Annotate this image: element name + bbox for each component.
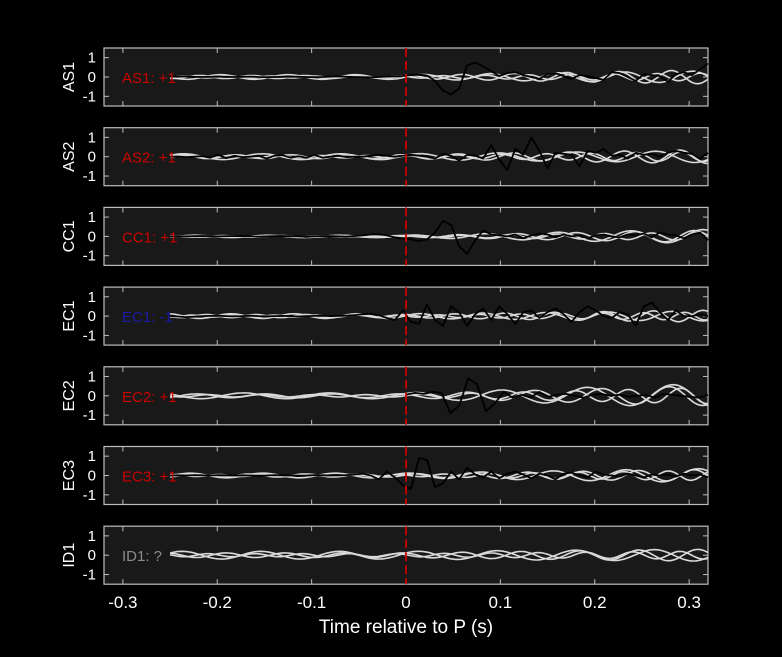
y-tick-label-id1: 1	[88, 528, 96, 545]
y-tick-label-cc1: 0	[88, 228, 96, 245]
y-tick-label-ec2: 1	[88, 368, 96, 385]
station-label-ec1: EC1	[61, 300, 78, 331]
observed-trace-ec3	[170, 457, 709, 490]
x-axis: -0.3 -0.2 -0.1 0 0.1 0.2 0.3	[108, 593, 701, 612]
y-tick-label-ec2: -1	[83, 407, 96, 424]
panels-group: AS1 1 0 -1 AS1: +1 AS2 1 0 -1 AS2: +1 CC1 1 0 -1 CC1: …	[61, 47, 709, 585]
panel-as1: AS1 1 0 -1 AS1: +1	[61, 47, 709, 107]
observed-trace-as2	[170, 136, 709, 172]
y-tick-label-ec1: 1	[88, 289, 96, 306]
polarity-label-ec3: EC3: +1	[122, 469, 177, 486]
observed-trace-ec1	[170, 301, 709, 327]
x-tick-label: 0.3	[677, 593, 701, 612]
y-tick-label-as2: 1	[88, 129, 96, 146]
station-label-as2: AS2	[61, 141, 78, 171]
y-tick-label-cc1: -1	[83, 248, 96, 265]
x-tick-label: -0.3	[108, 593, 137, 612]
panel-ec1: EC1 1 0 -1 EC1: -1	[61, 286, 709, 346]
x-axis-label: Time relative to P (s)	[319, 617, 493, 638]
y-tick-label-as1: -1	[83, 88, 96, 105]
template-trace-ec2	[169, 387, 709, 405]
template-trace-id1	[169, 550, 709, 560]
polarity-label-as2: AS2: +1	[122, 150, 176, 167]
y-tick-label-ec3: 1	[88, 448, 96, 465]
y-tick-label-as2: 0	[88, 149, 96, 166]
station-label-ec3: EC3	[61, 460, 78, 491]
template-trace-id1	[169, 548, 709, 562]
y-tick-label-as1: 1	[88, 50, 96, 67]
y-tick-label-ec3: 0	[88, 468, 96, 485]
station-label-cc1: CC1	[61, 220, 78, 252]
y-tick-label-ec1: 0	[88, 308, 96, 325]
panel-cc1: CC1 1 0 -1 CC1: +1	[61, 206, 709, 266]
y-tick-label-ec1: -1	[83, 327, 96, 344]
polarity-label-as1: AS1: +1	[122, 70, 176, 87]
panel-ec2: EC2 1 0 -1 EC2: +1	[61, 366, 709, 426]
polarity-label-ec1: EC1: -1	[122, 309, 173, 326]
template-trace-ec3	[170, 470, 709, 482]
polarity-label-ec2: EC2: +1	[122, 389, 177, 406]
station-label-id1: ID1	[61, 543, 78, 568]
panel-id1: ID1 1 0 -1 ID1: ?	[61, 525, 709, 585]
station-label-as1: AS1	[61, 62, 78, 92]
observed-trace-ec2	[405, 377, 709, 415]
y-tick-label-ec2: 0	[88, 388, 96, 405]
station-label-ec2: EC2	[61, 380, 78, 411]
x-tick-label: 0	[401, 593, 410, 612]
y-tick-label-as1: 0	[88, 69, 96, 86]
observed-trace-as1	[170, 61, 709, 96]
x-tick-label: 0.1	[489, 593, 513, 612]
panel-ec3: EC3 1 0 -1 EC3: +1	[61, 445, 709, 506]
template-trace-ec3	[169, 467, 709, 483]
y-tick-label-id1: -1	[83, 567, 96, 584]
template-trace-id1	[169, 548, 709, 562]
x-tick-label: -0.1	[297, 593, 326, 612]
panel-as2: AS2 1 0 -1 AS2: +1	[61, 127, 709, 187]
y-tick-label-id1: 0	[88, 547, 96, 564]
x-tick-label: 0.2	[583, 593, 607, 612]
template-trace-as1	[170, 69, 709, 85]
polarity-label-cc1: CC1: +1	[122, 229, 177, 246]
template-trace-ec1	[169, 309, 709, 323]
x-tick-label: -0.2	[203, 593, 232, 612]
template-trace-as2	[169, 151, 709, 163]
polarity-label-id1: ID1: ?	[122, 548, 162, 565]
y-tick-label-as2: -1	[83, 168, 96, 185]
observed-trace-cc1	[170, 220, 709, 255]
y-tick-label-ec3: -1	[83, 487, 96, 504]
y-tick-label-cc1: 1	[88, 209, 96, 226]
